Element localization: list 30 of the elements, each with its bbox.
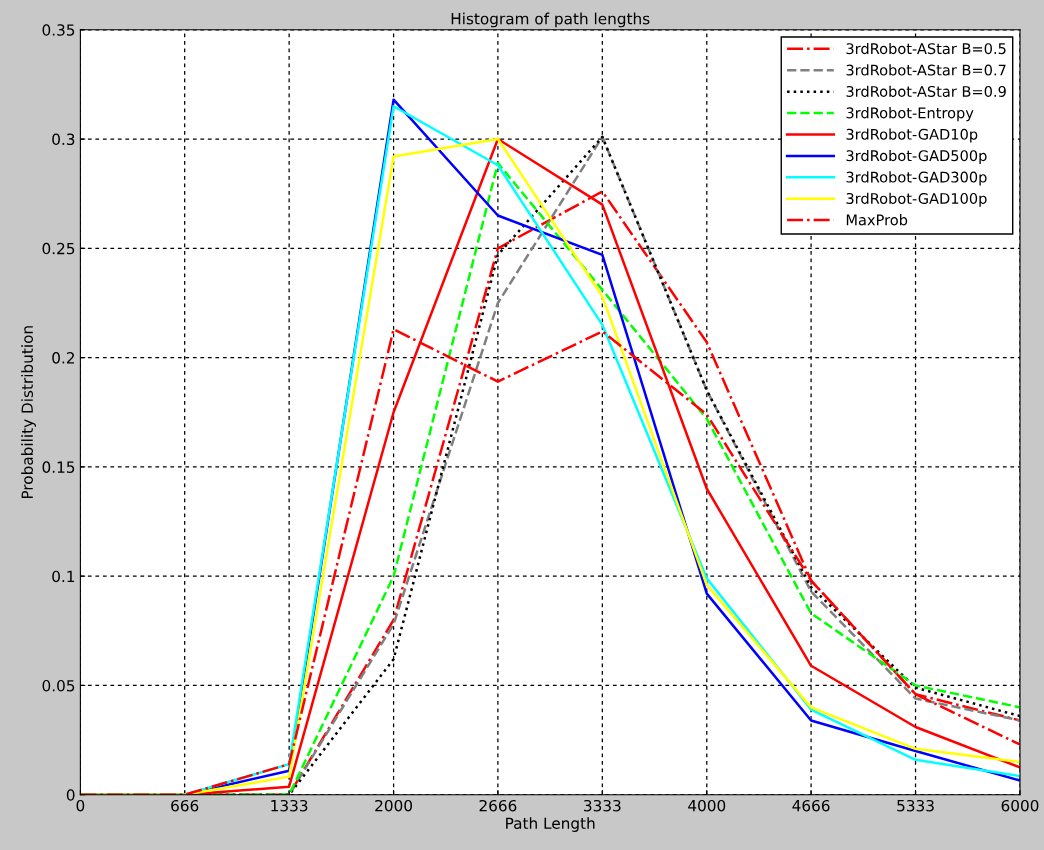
y-axis-title: Probability Distribution <box>21 326 36 499</box>
x-tick-label: 6000 <box>1001 799 1039 812</box>
x-tick-label: 0 <box>76 799 85 812</box>
legend-label: MaxProb <box>846 214 908 226</box>
y-tick-label: 0.3 <box>52 133 75 146</box>
x-tick-label: 4000 <box>688 799 726 812</box>
legend-label: 3rdRobot-GAD300p <box>846 171 987 186</box>
legend-label: 3rdRobot-AStar B=0.5 <box>846 42 1006 55</box>
y-tick-label: 0.35 <box>42 24 75 36</box>
x-tick-label: 1333 <box>271 799 308 812</box>
legend-label: 3rdRobot-Entropy <box>846 107 974 122</box>
x-tick-label: 2666 <box>479 799 517 812</box>
chart-title: Histogram of path lengths <box>451 12 650 28</box>
y-tick-label: 0 <box>66 789 75 801</box>
legend-label: 3rdRobot-AStar B=0.7 <box>846 64 1006 76</box>
x-tick-label: 666 <box>171 799 199 812</box>
x-tick-label: 2000 <box>375 799 413 812</box>
legend-label: 3rdRobot-GAD500p <box>846 149 987 165</box>
x-tick-label: 4666 <box>792 799 830 812</box>
y-tick-label: 0.05 <box>42 679 75 692</box>
y-tick-label: 0.15 <box>42 461 75 473</box>
x-axis-title: Path Length <box>506 817 595 832</box>
x-tick-label: 3333 <box>584 799 621 812</box>
y-tick-label: 0.1 <box>52 570 75 583</box>
x-tick-label: 5333 <box>897 799 934 812</box>
legend-label: 3rdRobot-GAD10p <box>846 128 978 143</box>
legend-label: 3rdRobot-AStar B=0.9 <box>846 85 1006 97</box>
y-tick-label: 0.25 <box>42 242 75 255</box>
y-tick-label: 0.2 <box>52 352 74 364</box>
legend-label: 3rdRobot-GAD100p <box>846 192 987 207</box>
